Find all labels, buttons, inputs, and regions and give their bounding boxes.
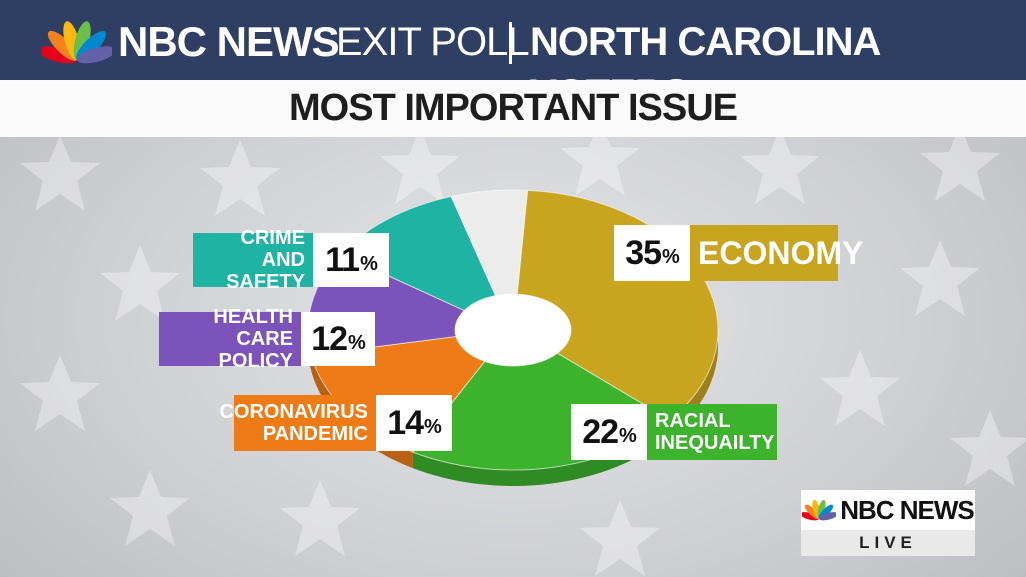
slice-side-racial-inequailty (412, 420, 670, 486)
health-label-line1: HEALTH CARE (213, 306, 293, 350)
title-bar (0, 80, 1026, 137)
racial-label-line2: INEQUAILTY (655, 432, 775, 454)
live-status: LIVE (801, 530, 975, 556)
racial-percent: 22% (571, 404, 647, 460)
corona-percent: 14% (376, 395, 452, 451)
crime-label: CRIME AND SAFETY (193, 227, 313, 293)
racial-unit: % (619, 424, 637, 447)
crime-label-line1: CRIME AND (240, 227, 305, 271)
corona-unit: % (424, 415, 442, 438)
economy-label: ECONOMY (690, 225, 863, 281)
racial-label-line1: RACIAL (655, 410, 731, 432)
health-label-line2: POLICY (218, 350, 293, 372)
live-badge-top: NBC NEWS (801, 490, 975, 530)
crime-safety-tag: CRIME AND SAFETY 11% (193, 227, 389, 293)
economy-tag: 35% ECONOMY (614, 225, 863, 281)
health-label: HEALTH CARE POLICY (159, 306, 301, 372)
crime-percent: 11% (313, 233, 389, 287)
exit-poll-label: EXIT POLL (336, 20, 530, 64)
corona-label-line2: PANDEMIC (262, 423, 368, 445)
health-unit: % (348, 331, 366, 354)
corona-label: CORONAVIRUS PANDEMIC (219, 395, 376, 451)
donut-hole (455, 294, 571, 366)
live-badge: NBC NEWS LIVE (801, 490, 975, 556)
economy-percent: 35% (614, 225, 690, 281)
crime-unit: % (360, 252, 378, 275)
health-percent: 12% (301, 312, 375, 366)
nbc-peacock-small-icon (802, 499, 837, 521)
brand-name: NBC NEWS (118, 18, 340, 65)
coronavirus-tag: CORONAVIRUS PANDEMIC 14% (219, 395, 452, 451)
racial-inequality-tag: 22% RACIAL INEQUAILTY (571, 404, 777, 460)
live-badge-brand: NBC NEWS (840, 494, 975, 525)
chart-title: MOST IMPORTANT ISSUE (289, 87, 738, 129)
health-care-tag: HEALTH CARE POLICY 12% (159, 306, 375, 372)
header-divider (509, 22, 512, 64)
crime-label-line2: SAFETY (226, 271, 305, 293)
economy-unit: % (662, 245, 680, 268)
corona-value: 14 (387, 403, 424, 442)
racial-label: RACIAL INEQUAILTY (647, 404, 777, 460)
header-bar (0, 0, 1026, 80)
racial-value: 22 (582, 412, 619, 451)
slice-side-coronavirus-pandemic (311, 355, 413, 469)
health-value: 12 (311, 319, 348, 358)
economy-value: 35 (625, 233, 662, 272)
crime-value: 11 (325, 240, 360, 279)
nbc-peacock-icon (42, 21, 112, 64)
corona-label-line1: CORONAVIRUS (219, 401, 368, 423)
